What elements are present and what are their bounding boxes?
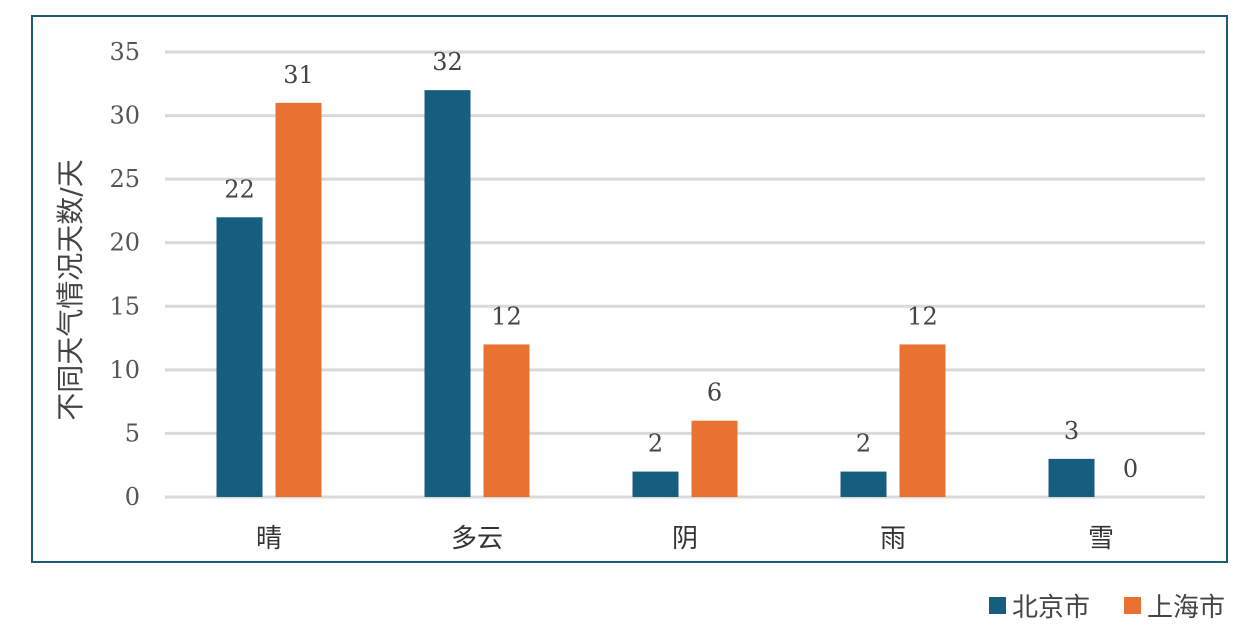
bar-series-0 <box>424 90 471 498</box>
data-labels: 22 31 32 12 2 6 2 12 3 0 <box>224 48 1138 483</box>
data-label-series-0: 2 <box>648 430 663 458</box>
data-label-series-0: 32 <box>432 48 463 76</box>
chart-frame <box>31 15 1228 563</box>
bar-series-1 <box>483 344 530 497</box>
y-tick-label: 5 <box>125 419 140 447</box>
x-category-label: 晴 <box>256 524 282 554</box>
bars <box>216 90 1095 498</box>
y-axis-ticks: 0 5 10 15 20 25 30 35 <box>109 38 140 511</box>
data-label-series-1: 12 <box>491 302 522 330</box>
data-label-series-1: 31 <box>283 61 314 89</box>
y-tick-label: 25 <box>109 165 140 193</box>
bar-chart: 05101520253035 2231 32122621230 晴多云阴雨雪 不同… <box>54 38 1205 554</box>
y-tick-label: 35 <box>109 38 140 66</box>
legend-item-series-0: 北京市 <box>988 587 1090 624</box>
bar-series-0 <box>840 471 887 497</box>
y-tick-label: 30 <box>109 102 140 130</box>
gridlines <box>165 50 1205 499</box>
y-axis-label: 不同天气情况天数/天 <box>54 159 87 420</box>
data-label-series-0: 2 <box>856 430 871 458</box>
bar-series-1 <box>899 344 946 497</box>
legend-swatch-series-0 <box>988 596 1006 614</box>
y-tick-label: 10 <box>109 356 140 384</box>
x-category-label: 雨 <box>880 524 906 554</box>
legend-label-series-1: 上海市 <box>1146 592 1225 623</box>
x-category-label: 雪 <box>1088 524 1114 554</box>
bar-series-1 <box>275 102 322 497</box>
legend-item-series-1: 上海市 <box>1123 587 1225 624</box>
legend: 北京市 上海市 <box>0 585 1225 625</box>
data-label-series-0: 22 <box>224 175 255 203</box>
x-axis-categories: 晴 多云 阴 雨 雪 <box>256 524 1114 554</box>
y-tick-label: 15 <box>109 292 140 320</box>
x-category-label: 多云 <box>451 524 503 554</box>
legend-label-series-0: 北京市 <box>1011 592 1090 623</box>
data-label-series-1: 0 <box>1123 455 1138 483</box>
bar-series-0 <box>216 217 263 498</box>
data-label-series-0: 3 <box>1064 417 1079 445</box>
y-tick-label: 0 <box>125 483 140 511</box>
legend-swatch-series-1 <box>1123 596 1141 614</box>
data-label-series-1: 6 <box>707 379 722 407</box>
y-tick-label: 20 <box>109 229 140 257</box>
bar-series-0 <box>1048 458 1095 497</box>
bar-series-1 <box>691 420 738 497</box>
bar-series-0 <box>632 471 679 497</box>
x-category-label: 阴 <box>672 524 698 554</box>
data-label-series-1: 12 <box>907 302 938 330</box>
